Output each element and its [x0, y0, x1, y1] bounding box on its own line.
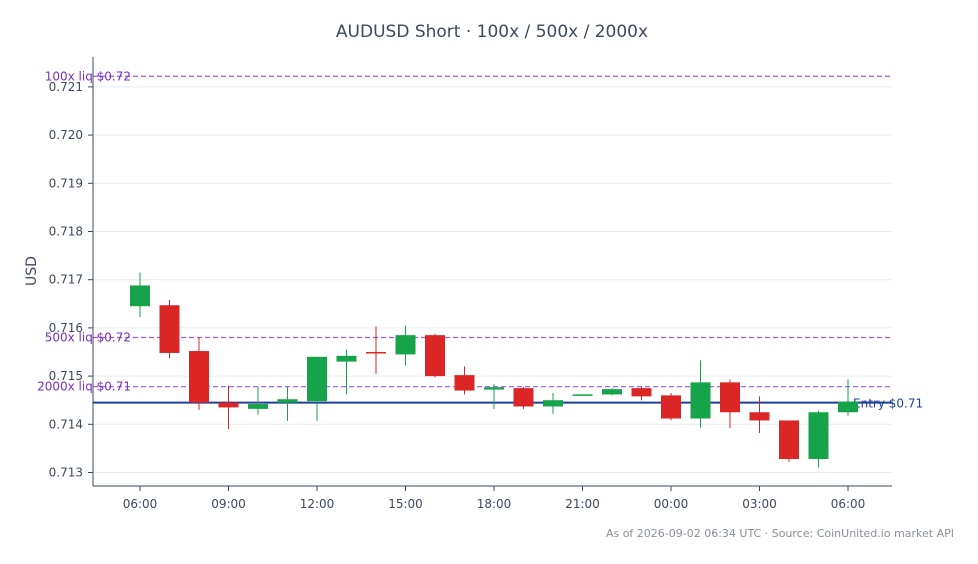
candle-body — [454, 375, 475, 391]
candle-body — [366, 351, 386, 354]
candle-body — [572, 394, 593, 396]
candle-body — [779, 420, 799, 460]
candle-body — [277, 399, 298, 403]
level-lines: 100x liq $0.72 500x liq $0.72 2000x liq $0… — [37, 69, 923, 410]
candle — [307, 356, 327, 421]
candle-body — [543, 400, 563, 407]
y-tick-label: 0.720 — [49, 128, 83, 142]
x-tick-label: 18:00 — [477, 497, 512, 511]
candle-body — [159, 305, 180, 353]
candle-body — [602, 389, 622, 395]
candles — [130, 272, 858, 468]
y-tick-label: 0.714 — [49, 417, 83, 431]
candle-body — [690, 382, 711, 419]
candle — [631, 386, 652, 401]
candle — [277, 386, 298, 421]
candle — [720, 379, 740, 429]
chart-title: AUDUSD Short · 100x / 500x / 2000x — [336, 22, 648, 42]
candle-body — [838, 401, 858, 413]
candle — [454, 366, 475, 395]
candle — [602, 388, 622, 396]
candle — [779, 420, 799, 462]
liquidation-label: 500x liq $0.72 — [45, 331, 131, 345]
candle — [218, 385, 239, 430]
candle — [690, 360, 711, 428]
candle — [661, 392, 681, 421]
gridlines — [93, 86, 892, 474]
candle — [366, 326, 386, 374]
candle-body — [395, 335, 416, 355]
y-tick-label: 0.716 — [49, 321, 83, 335]
y-tick-label: 0.718 — [49, 224, 83, 238]
candle — [159, 299, 180, 359]
y-tick-label: 0.715 — [49, 369, 83, 383]
candle-body — [484, 387, 504, 390]
candle — [484, 384, 504, 409]
candle-body — [631, 388, 652, 397]
liquidation-label: 2000x liq $0.71 — [37, 380, 131, 394]
x-tick-label: 06:00 — [831, 497, 866, 511]
y-tick-label: 0.721 — [49, 80, 83, 94]
x-tick-label: 21:00 — [565, 497, 600, 511]
candle-body — [189, 351, 209, 403]
y-tick-label: 0.713 — [49, 466, 83, 480]
candle-body — [720, 382, 740, 413]
y-axis-ticks: 0.713 0.714 0.715 0.716 0.717 0.718 0.719 0.720… — [49, 80, 93, 480]
candle — [838, 379, 858, 416]
candle-body — [808, 412, 829, 460]
candle — [248, 386, 268, 415]
footer-source: As of 2026-09-02 06:34 UTC · Source: Coi… — [606, 527, 954, 540]
candle — [425, 333, 445, 378]
y-tick-label: 0.717 — [49, 273, 83, 287]
candle — [572, 394, 593, 396]
candle — [543, 392, 563, 414]
x-tick-label: 12:00 — [300, 497, 335, 511]
candle-body — [336, 355, 357, 362]
x-tick-label: 00:00 — [654, 497, 689, 511]
candle-body — [661, 395, 681, 419]
x-tick-label: 06:00 — [123, 497, 158, 511]
entry-label: Entry $0.71 — [853, 397, 923, 411]
candle — [189, 337, 209, 410]
x-tick-label: 03:00 — [742, 497, 777, 511]
candle-body — [513, 388, 534, 407]
candle-body — [307, 356, 327, 402]
candle — [395, 325, 416, 366]
candle-body — [749, 412, 770, 421]
candle — [749, 396, 770, 433]
candle-body — [218, 402, 239, 408]
candle-body — [248, 404, 268, 409]
candle — [808, 410, 829, 468]
candle — [336, 349, 357, 395]
x-axis-ticks: 06:00 09:00 12:00 15:00 18:00 21:00 00:00 03:00… — [123, 486, 866, 511]
candle-body — [425, 335, 445, 377]
x-tick-label: 09:00 — [211, 497, 246, 511]
x-tick-label: 15:00 — [388, 497, 423, 511]
candle — [130, 272, 150, 318]
candle — [513, 386, 534, 409]
y-axis-label: USD — [24, 256, 40, 286]
y-tick-label: 0.719 — [49, 176, 83, 190]
candle-body — [130, 285, 150, 307]
axes — [92, 57, 892, 487]
liquidation-label: 100x liq $0.72 — [45, 69, 131, 83]
